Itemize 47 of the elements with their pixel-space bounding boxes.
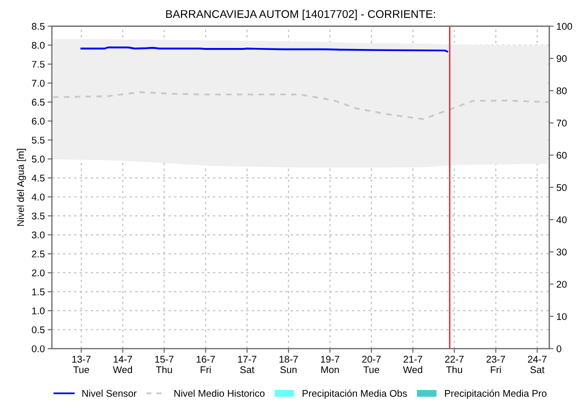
x-tick-label: 24-7 Sat (528, 356, 546, 374)
y2-tick-label: 20 (556, 280, 567, 288)
x-tick-label: 14-7 Wed (112, 356, 132, 374)
y-tick-label: 8.0 (32, 42, 45, 49)
y-tick-label: 1.0 (32, 307, 45, 314)
y-tick-label: 2.0 (32, 269, 45, 276)
y-tick-label: 3.0 (32, 232, 45, 238)
y2-tick-label: 50 (556, 184, 567, 192)
x-tick-label: 19-7 Mon (320, 356, 340, 374)
x-tick-label: 16-7 Fri (196, 356, 215, 374)
y2-tick-label: 60 (556, 152, 567, 159)
y-axis-title: Nivel del Agua [m] (16, 148, 26, 226)
legend-label: Precipitación Media Pro (445, 390, 546, 399)
x-tick-label: 21-7 Wed (403, 356, 422, 374)
legend-label: Nivel Medio Historico (174, 390, 265, 397)
x-tick-label: 23-7 Fri (486, 356, 506, 374)
y-tick-label: 3.5 (32, 212, 45, 220)
y2-tick-label: 10 (556, 313, 567, 320)
y2-tick-label: 0 (556, 345, 562, 352)
chart-title: BARRANCAVIEJA AUTOM [14017702] - CORRIENTE: (166, 10, 435, 20)
x-tick-label: 22-7 Thu (445, 356, 464, 374)
y-tick-label: 6.0 (32, 118, 45, 125)
y-tick-label: 5.0 (32, 156, 45, 163)
y-tick-label: 0.5 (32, 326, 45, 334)
y-tick-label: 2.5 (32, 250, 45, 258)
y2-tick-label: 90 (556, 55, 567, 62)
legend-label: Precipitación Media Obs (302, 390, 407, 399)
y-tick-label: 8.5 (32, 22, 45, 30)
y-tick-label: 1.5 (32, 288, 45, 296)
x-tick-label: 18-7 Sun (280, 356, 298, 374)
legend-label: Nivel Sensor (82, 390, 137, 397)
y2-tick-label: 40 (556, 216, 567, 224)
y-tick-label: 5.5 (32, 136, 45, 144)
y2-tick-label: 100 (556, 22, 572, 30)
x-tick-label: 15-7 Thu (155, 356, 174, 374)
y2-tick-label: 80 (556, 87, 567, 94)
y-tick-label: 4.5 (32, 174, 45, 182)
y-tick-label: 7.0 (32, 80, 45, 87)
y2-tick-label: 70 (556, 120, 567, 127)
y-tick-label: 4.0 (32, 194, 45, 200)
y-tick-label: 0.0 (32, 345, 45, 352)
y-tick-label: 6.5 (32, 98, 45, 106)
y-tick-label: 7.5 (32, 60, 45, 68)
x-tick-label: 13-7 Tue (72, 356, 91, 374)
x-tick-label: 20-7 Tue (362, 356, 381, 374)
x-tick-label: 17-7 Sat (238, 356, 256, 374)
y2-tick-label: 30 (556, 248, 567, 256)
